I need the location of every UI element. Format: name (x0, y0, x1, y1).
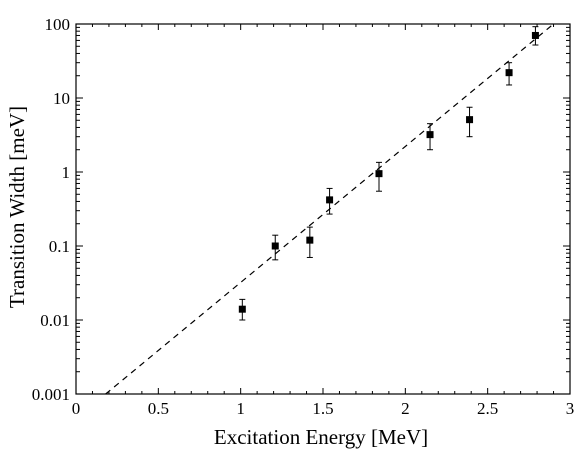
x-tick-label: 0 (72, 399, 81, 418)
x-tick-label: 2 (401, 399, 410, 418)
data-point (271, 242, 279, 250)
y-tick-label: 0.01 (40, 311, 70, 330)
y-tick-label: 100 (45, 15, 71, 34)
data-point (466, 116, 474, 124)
data-point (326, 196, 334, 204)
x-tick-label: 2.5 (477, 399, 498, 418)
plot-frame (75, 23, 571, 395)
plot-area: 0 0.5 1 1.5 2 2.5 3 0.001 0.01 0.1 1 10 100 (32, 15, 575, 418)
y-tick-label: 10 (53, 89, 70, 108)
y-axis-title: Transition Width [meV] (5, 106, 29, 308)
data-point (531, 31, 539, 39)
y-tick-label: 0.1 (49, 237, 70, 256)
y-tick-label: 0.001 (32, 385, 70, 404)
data-point (238, 305, 246, 313)
y-tick-label: 1 (62, 163, 71, 182)
x-axis-title: Excitation Energy [MeV] (214, 425, 428, 449)
x-tick-label: 1 (236, 399, 245, 418)
x-tick-label: 1.5 (312, 399, 333, 418)
data-point (306, 236, 314, 244)
data-point (426, 131, 434, 139)
data-point (375, 170, 383, 178)
x-tick-label: 3 (566, 399, 575, 418)
data-point (505, 69, 513, 77)
x-tick-label: 0.5 (148, 399, 169, 418)
